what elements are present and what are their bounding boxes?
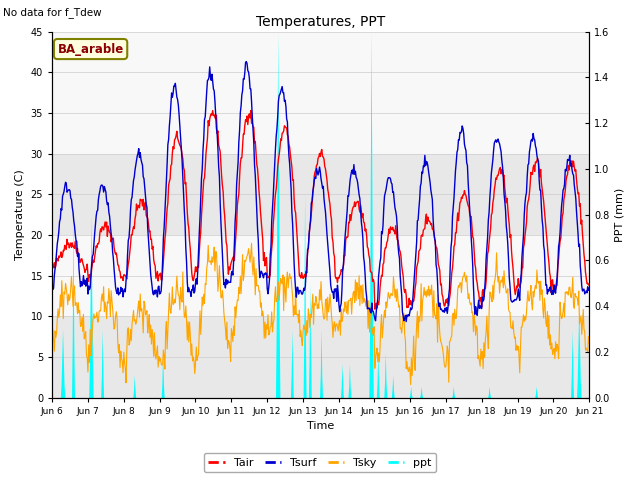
Y-axis label: Temperature (C): Temperature (C)	[15, 169, 25, 260]
Bar	[52, 316, 589, 398]
Bar	[52, 72, 589, 154]
X-axis label: Time: Time	[307, 421, 334, 432]
Text: No data for f_Tdew: No data for f_Tdew	[3, 7, 102, 18]
Y-axis label: PPT (mm): PPT (mm)	[615, 188, 625, 242]
Bar	[52, 235, 589, 316]
Bar	[52, 154, 589, 235]
Text: BA_arable: BA_arable	[58, 43, 124, 56]
Title: Temperatures, PPT: Temperatures, PPT	[256, 15, 385, 29]
Legend: Tair, Tsurf, Tsky, ppt: Tair, Tsurf, Tsky, ppt	[204, 453, 436, 472]
Bar	[52, 32, 589, 72]
